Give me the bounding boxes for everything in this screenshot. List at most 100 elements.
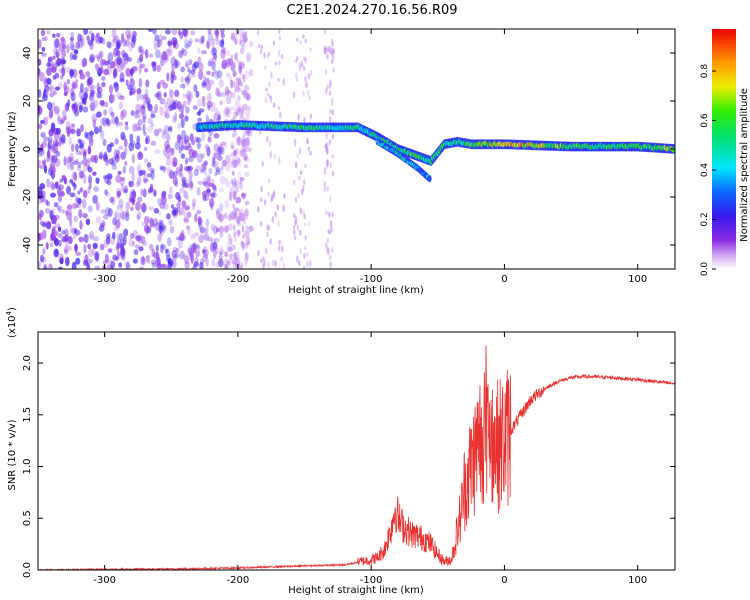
noise-speck — [172, 175, 178, 186]
noise-speck — [272, 190, 276, 199]
noise-speck — [87, 85, 93, 92]
snr-panel: -300 -200 -100 0 100 0.0 0.5 1.0 1.5 2.0 Height … — [5, 307, 676, 596]
noise-speck — [329, 49, 332, 55]
noise-speck — [213, 172, 218, 177]
noise-speck — [49, 242, 54, 248]
noise-speck — [184, 63, 190, 68]
spectrogram-y-label: Frequency (Hz) — [7, 111, 18, 187]
noise-speck — [244, 251, 248, 257]
noise-speck — [195, 90, 200, 98]
noise-speck — [241, 73, 245, 80]
noise-speck — [144, 48, 149, 59]
noise-speck — [329, 254, 332, 261]
noise-speck — [64, 234, 69, 242]
noise-speck — [161, 35, 167, 41]
noise-speck — [89, 56, 95, 63]
noise-speck — [48, 108, 54, 118]
noise-speck — [170, 73, 174, 84]
noise-speck — [201, 131, 206, 141]
noise-speck — [91, 113, 98, 123]
noise-speck — [268, 81, 271, 88]
noise-speck — [88, 131, 95, 136]
noise-speck — [300, 60, 304, 68]
noise-speck — [331, 40, 334, 48]
noise-speck — [118, 262, 123, 268]
noise-speck — [45, 242, 49, 250]
noise-speck — [211, 61, 216, 71]
noise-speck — [53, 38, 60, 49]
noise-speck — [306, 260, 309, 268]
noise-speck — [104, 189, 108, 196]
noise-speck — [238, 65, 243, 74]
noise-speck — [115, 174, 122, 184]
noise-speck — [125, 262, 131, 269]
noise-speck — [51, 66, 57, 74]
noise-speck — [237, 261, 241, 269]
noise-speck — [55, 51, 60, 59]
colorbar-tick-label: 0.2 — [700, 212, 710, 226]
noise-speck — [214, 151, 218, 159]
noise-speck — [58, 266, 63, 269]
noise-speck — [53, 106, 60, 115]
noise-speck — [71, 103, 76, 110]
noise-speck — [239, 66, 243, 76]
noise-speck — [283, 193, 286, 199]
noise-speck — [77, 33, 82, 42]
noise-speck — [197, 38, 203, 44]
noise-speck — [234, 259, 237, 267]
noise-speck — [207, 29, 212, 35]
noise-speck — [120, 151, 126, 160]
noise-speck — [235, 111, 238, 117]
noise-speck — [302, 185, 305, 192]
noise-speck — [57, 133, 63, 139]
noise-speck — [157, 38, 163, 47]
noise-speck — [43, 79, 48, 84]
noise-speck — [331, 246, 334, 254]
noise-speck — [38, 123, 43, 130]
noise-speck — [63, 116, 67, 121]
noise-speck — [137, 176, 142, 186]
noise-speck — [166, 170, 171, 176]
noise-speck — [303, 246, 307, 251]
noise-speck — [228, 106, 235, 111]
noise-speck — [257, 249, 260, 257]
noise-speck — [201, 100, 206, 107]
noise-speck — [256, 29, 260, 36]
spectrogram-noise — [38, 29, 335, 269]
noise-speck — [46, 67, 52, 76]
noise-speck — [137, 196, 143, 203]
noise-speck — [46, 30, 51, 35]
noise-speck — [92, 119, 97, 129]
noise-speck — [265, 87, 268, 92]
noise-speck — [38, 105, 43, 115]
noise-speck — [187, 97, 191, 106]
noise-speck — [237, 59, 243, 65]
noise-speck — [184, 166, 190, 172]
noise-speck — [82, 237, 88, 242]
noise-speck — [204, 160, 208, 166]
noise-speck — [277, 49, 281, 57]
noise-speck — [244, 171, 250, 177]
noise-speck — [193, 246, 197, 254]
noise-speck — [329, 79, 332, 87]
noise-speck — [215, 167, 221, 173]
noise-speck — [205, 174, 212, 181]
noise-speck — [59, 119, 64, 125]
noise-speck — [326, 237, 330, 244]
noise-speck — [293, 235, 297, 241]
noise-speck — [278, 156, 281, 165]
noise-speck — [56, 186, 62, 197]
noise-speck — [55, 86, 60, 91]
noise-speck — [197, 47, 201, 54]
noise-speck — [55, 127, 61, 135]
noise-speck — [89, 94, 93, 100]
noise-speck — [217, 146, 222, 157]
noise-speck — [64, 248, 68, 253]
noise-speck — [153, 43, 158, 51]
noise-speck — [277, 106, 280, 111]
noise-speck — [179, 187, 185, 194]
noise-speck — [225, 94, 232, 105]
noise-speck — [212, 244, 217, 252]
noise-speck — [211, 161, 217, 168]
noise-speck — [239, 47, 245, 55]
